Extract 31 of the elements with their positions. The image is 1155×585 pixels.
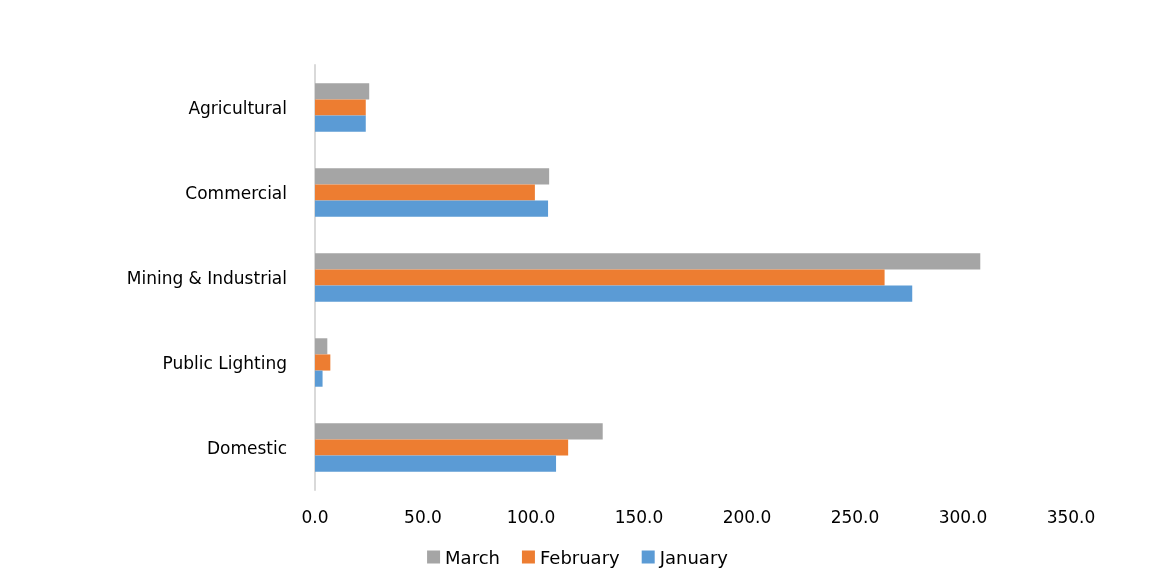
bar xyxy=(315,354,331,371)
x-tick-label: 150.0 xyxy=(614,506,664,527)
legend-label: February xyxy=(539,546,621,568)
y-tick-label: Commercial xyxy=(185,182,287,203)
legend-label: January xyxy=(658,546,729,568)
bar xyxy=(315,253,981,270)
x-tick-label: 50.0 xyxy=(404,506,442,527)
x-tick-label: 250.0 xyxy=(830,506,880,527)
bar xyxy=(315,269,885,286)
bar xyxy=(315,83,370,100)
bar xyxy=(315,455,557,472)
bar xyxy=(315,423,603,440)
y-tick-label: Domestic xyxy=(206,437,287,458)
y-tick-label: Public Lighting xyxy=(162,352,287,373)
bar xyxy=(315,370,323,387)
x-tick-label: 350.0 xyxy=(1046,506,1096,527)
bar xyxy=(315,338,328,355)
bar xyxy=(315,168,550,185)
x-tick-label: 0.0 xyxy=(301,506,329,527)
x-tick-label: 100.0 xyxy=(506,506,556,527)
bar xyxy=(315,115,366,132)
y-tick-label: Agricultural xyxy=(188,97,287,118)
bar xyxy=(315,184,535,201)
bar xyxy=(315,285,913,302)
bar xyxy=(315,99,366,116)
y-tick-label: Mining & Industrial xyxy=(126,267,287,288)
bar xyxy=(315,439,569,456)
bar xyxy=(315,200,549,217)
x-tick-label: 300.0 xyxy=(938,506,988,527)
legend-label: March xyxy=(445,546,500,568)
x-tick-label: 200.0 xyxy=(722,506,772,527)
